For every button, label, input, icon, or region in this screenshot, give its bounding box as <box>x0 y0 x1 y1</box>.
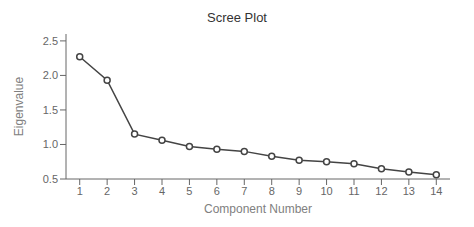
svg-text:2.5: 2.5 <box>43 35 58 47</box>
svg-text:2: 2 <box>104 185 110 197</box>
svg-text:Eigenvalue: Eigenvalue <box>12 76 26 136</box>
svg-text:5: 5 <box>186 185 192 197</box>
svg-text:14: 14 <box>430 185 442 197</box>
svg-text:4: 4 <box>159 185 165 197</box>
svg-text:1.0: 1.0 <box>43 138 58 150</box>
svg-text:0.5: 0.5 <box>43 173 58 185</box>
svg-text:Component Number: Component Number <box>204 202 312 216</box>
svg-text:13: 13 <box>403 185 415 197</box>
svg-text:6: 6 <box>214 185 220 197</box>
svg-text:1: 1 <box>77 185 83 197</box>
svg-text:10: 10 <box>320 185 332 197</box>
svg-text:2.0: 2.0 <box>43 69 58 81</box>
svg-text:7: 7 <box>241 185 247 197</box>
svg-text:8: 8 <box>269 185 275 197</box>
svg-text:1.5: 1.5 <box>43 104 58 116</box>
svg-text:3: 3 <box>132 185 138 197</box>
svg-text:12: 12 <box>375 185 387 197</box>
svg-text:11: 11 <box>348 185 359 197</box>
html-text:Scree Plot: Scree Plot <box>207 10 267 25</box>
svg-text:9: 9 <box>296 185 302 197</box>
